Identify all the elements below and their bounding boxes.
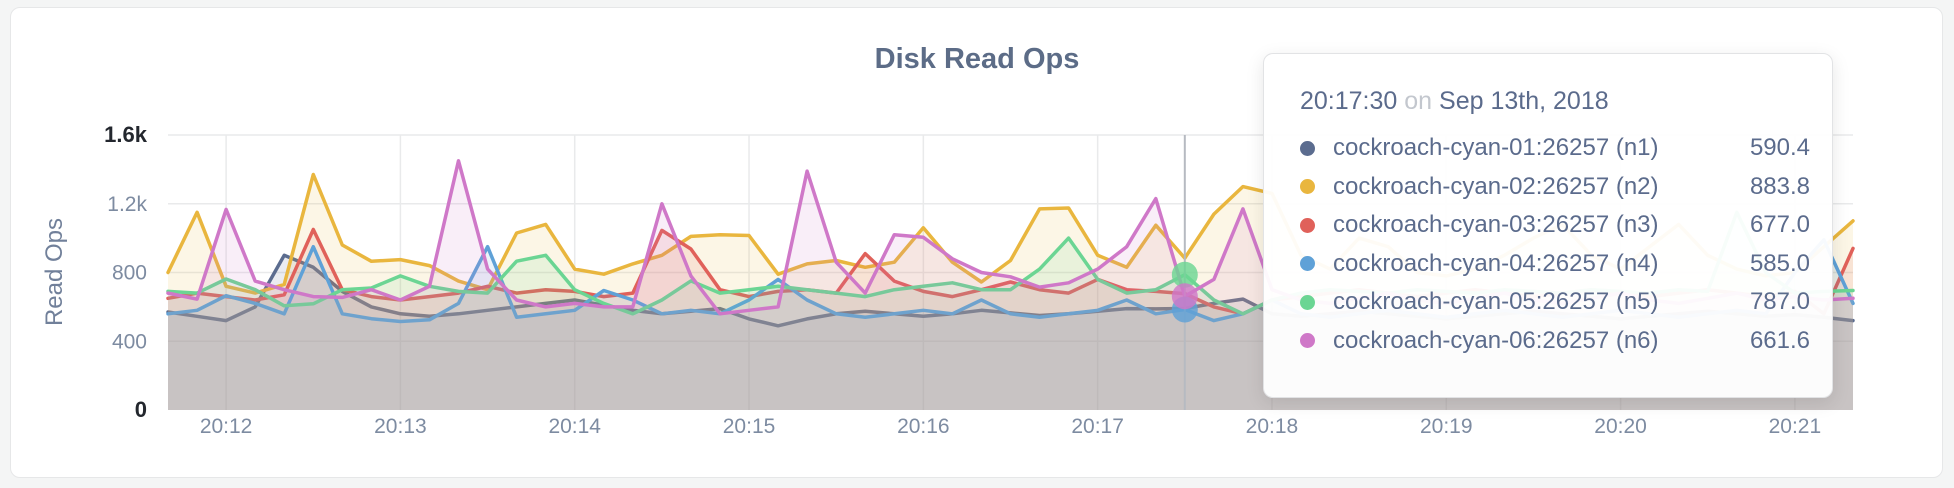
tooltip-row: cockroach-cyan-03:26257 (n3) 677.0 — [1300, 206, 1810, 245]
x-tick-label: 20:21 — [1769, 415, 1822, 438]
x-tick-label: 20:14 — [548, 415, 601, 438]
tooltip-conjunction: on — [1404, 87, 1433, 115]
tooltip-row: cockroach-cyan-05:26257 (n5) 787.0 — [1300, 283, 1810, 322]
tooltip-rows: cockroach-cyan-01:26257 (n1) 590.4 cockroa… — [1300, 129, 1810, 360]
x-tick-label: 20:17 — [1071, 415, 1124, 438]
series-label: cockroach-cyan-05:26257 (n5) — [1333, 288, 1659, 316]
series-label: cockroach-cyan-01:26257 (n1) — [1333, 134, 1659, 162]
series-value: 677.0 — [1749, 211, 1810, 239]
tooltip-row: cockroach-cyan-01:26257 (n1) 590.4 — [1300, 129, 1810, 168]
x-tick-label: 20:19 — [1420, 415, 1473, 438]
series-value: 590.4 — [1749, 134, 1810, 162]
x-tick-label: 20:12 — [200, 415, 253, 438]
series-label: cockroach-cyan-03:26257 (n3) — [1333, 211, 1659, 239]
chart-tooltip: 20:17:30 on Sep 13th, 2018 cockroach-cya… — [1263, 53, 1833, 398]
y-tick-label: 1.2k — [107, 193, 147, 216]
series-label: cockroach-cyan-04:26257 (n4) — [1333, 249, 1659, 277]
series-color-dot — [1300, 333, 1315, 349]
series-value: 787.0 — [1749, 288, 1810, 316]
y-tick-label: 0 — [135, 397, 147, 422]
tooltip-time: 20:17:30 — [1300, 87, 1398, 115]
series-value: 883.8 — [1749, 172, 1810, 200]
series-color-dot — [1300, 179, 1315, 195]
x-tick-label: 20:15 — [723, 415, 776, 438]
series-color-dot — [1300, 294, 1315, 310]
hover-dot-n6 — [1171, 283, 1198, 310]
x-tick-label: 20:13 — [374, 415, 427, 438]
tooltip-header: 20:17:30 on Sep 13th, 2018 — [1300, 87, 1810, 116]
y-tick-label: 800 — [112, 262, 147, 285]
series-label: cockroach-cyan-06:26257 (n6) — [1333, 326, 1659, 354]
series-color-dot — [1300, 217, 1315, 233]
series-color-dot — [1300, 140, 1315, 156]
tooltip-date: Sep 13th, 2018 — [1439, 87, 1609, 115]
x-tick-label: 20:16 — [897, 415, 950, 438]
tooltip-row: cockroach-cyan-06:26257 (n6) 661.6 — [1300, 322, 1810, 361]
series-value: 585.0 — [1749, 249, 1810, 277]
series-color-dot — [1300, 256, 1315, 272]
x-tick-label: 20:20 — [1594, 415, 1647, 438]
series-label: cockroach-cyan-02:26257 (n2) — [1333, 172, 1659, 200]
y-tick-label: 1.6k — [104, 122, 148, 147]
tooltip-row: cockroach-cyan-04:26257 (n4) 585.0 — [1300, 245, 1810, 284]
hover-dot-n5 — [1171, 261, 1198, 288]
tooltip-row: cockroach-cyan-02:26257 (n2) 883.8 — [1300, 168, 1810, 207]
y-tick-label: 400 — [112, 330, 147, 353]
chart-title: Disk Read Ops — [874, 43, 1080, 75]
x-tick-label: 20:18 — [1246, 415, 1299, 438]
series-value: 661.6 — [1749, 326, 1810, 354]
